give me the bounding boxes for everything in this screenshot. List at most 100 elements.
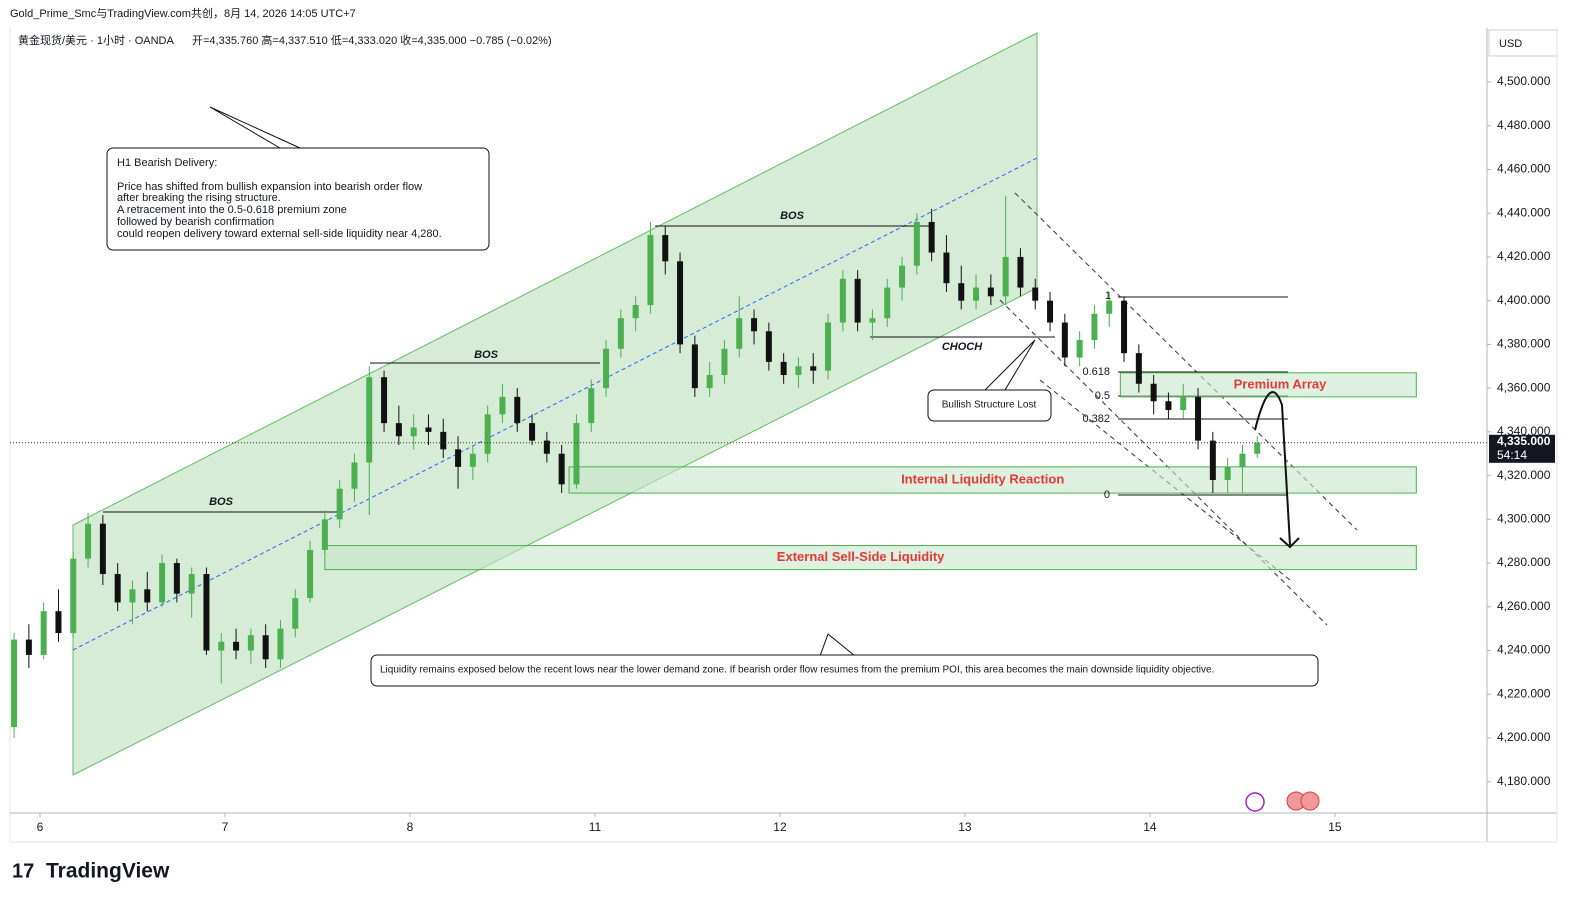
candle-body <box>810 366 817 371</box>
candle-body <box>884 287 891 319</box>
candle-body <box>159 563 166 603</box>
candle-body <box>40 611 47 655</box>
y-tick-label: 4,500.000 <box>1497 74 1551 88</box>
candle-body <box>25 639 32 655</box>
candle-body <box>958 283 965 301</box>
current-price-box <box>1489 434 1555 463</box>
candle-body <box>321 519 328 550</box>
candle-body <box>1121 300 1128 354</box>
fib-label: 0 <box>1104 489 1110 501</box>
logo-mark: 17 <box>12 860 34 882</box>
x-tick-label: 6 <box>37 820 44 834</box>
candle-body <box>99 523 106 575</box>
candle-body <box>410 427 417 437</box>
candle-body <box>218 641 225 651</box>
candle-body <box>899 265 906 288</box>
callout-line: after breaking the rising structure. <box>117 192 281 204</box>
bos-label: BOS <box>209 496 234 508</box>
candle-body <box>1165 401 1172 411</box>
choch-label: CHOCH <box>942 341 983 353</box>
candle-body <box>677 261 684 345</box>
candle-body <box>1047 300 1054 323</box>
candle-body <box>1209 440 1216 480</box>
event-icon[interactable] <box>1300 791 1320 811</box>
zone <box>1119 372 1417 398</box>
candle-body <box>469 453 476 467</box>
ohlc: 开=4,335.760 高=4,337.510 低=4,333.020 收=4,… <box>192 33 552 47</box>
candle-body <box>854 278 861 323</box>
candle-body <box>1224 466 1231 480</box>
y-tick-label: 4,440.000 <box>1497 205 1551 219</box>
candle-body <box>203 574 210 651</box>
candle-body <box>1002 256 1009 297</box>
candle-body <box>1061 322 1068 358</box>
candle-body <box>913 221 920 266</box>
candle-body <box>839 278 846 323</box>
candle-body <box>706 375 713 389</box>
candle-body <box>1254 442 1261 454</box>
candle-body <box>1239 453 1246 467</box>
arrow-head <box>1279 537 1300 549</box>
candle-body <box>336 488 343 520</box>
source: Gold_Prime_Smc与TradingView.com共创，8月 14, … <box>10 7 356 20</box>
candle-body <box>114 574 121 603</box>
y-tick-label: 4,180.000 <box>1497 774 1551 788</box>
candle-body <box>1180 396 1187 411</box>
candle-body <box>292 598 299 629</box>
candle-body <box>440 431 447 450</box>
x-tick-label: 11 <box>589 820 602 834</box>
y-tick-label: 4,420.000 <box>1497 249 1551 263</box>
bos-label: BOS <box>780 210 805 222</box>
callout-line: followed by bearish confirmation <box>117 216 274 228</box>
candle-body <box>173 563 180 594</box>
candle-body <box>617 318 624 349</box>
countdown: 54:14 <box>1497 448 1527 462</box>
structure-text: Bullish Structure Lost <box>942 400 1037 411</box>
candle-body <box>529 423 536 441</box>
candle-body <box>1017 256 1024 288</box>
symbol: 黄金现货/美元 · 1小时 · OANDA <box>18 33 175 47</box>
candle-body <box>691 344 698 389</box>
current-price-label: 4,335.000 <box>1497 434 1551 448</box>
candle-body <box>795 366 802 376</box>
candle-body <box>765 331 772 362</box>
candle-body <box>455 449 462 467</box>
y-tick-label: 4,260.000 <box>1497 599 1551 613</box>
x-tick-label: 14 <box>1143 820 1157 834</box>
zone <box>324 545 1417 571</box>
channel-midline <box>72 157 1038 651</box>
candle-body <box>869 318 876 323</box>
currency-box[interactable] <box>1488 29 1558 57</box>
y-tick-label: 4,200.000 <box>1497 730 1551 744</box>
y-tick-label: 4,380.000 <box>1497 337 1551 351</box>
x-tick-label: 12 <box>773 820 787 834</box>
candle-body <box>1150 383 1157 402</box>
candle-body <box>780 361 787 376</box>
candle-body <box>70 558 77 634</box>
candle-body <box>543 440 550 454</box>
event-icon[interactable] <box>1245 792 1265 812</box>
y-tick-label: 4,240.000 <box>1497 643 1551 657</box>
x-tick-label: 8 <box>407 820 414 834</box>
logo: TradingView <box>46 860 170 883</box>
y-tick-label: 4,280.000 <box>1497 555 1551 569</box>
fib-label: 1 <box>1105 290 1111 302</box>
candle-body <box>55 611 62 634</box>
callout-title: H1 Bearish Delivery: <box>117 157 217 169</box>
y-tick-label: 4,480.000 <box>1497 118 1551 132</box>
y-tick-label: 4,460.000 <box>1497 162 1551 176</box>
bottom-note <box>370 654 1319 687</box>
bos-label: BOS <box>474 349 499 361</box>
fib-label: 0.382 <box>1082 413 1110 425</box>
candle-body <box>1106 300 1113 314</box>
candle-body <box>484 414 491 454</box>
candle-body <box>558 453 565 485</box>
candle-body <box>736 318 743 349</box>
candle-body <box>588 388 595 424</box>
candle-body <box>943 252 950 284</box>
currency: USD <box>1499 38 1522 50</box>
candle-body <box>277 628 284 660</box>
candle-body <box>233 641 240 651</box>
candle-body <box>632 305 639 319</box>
